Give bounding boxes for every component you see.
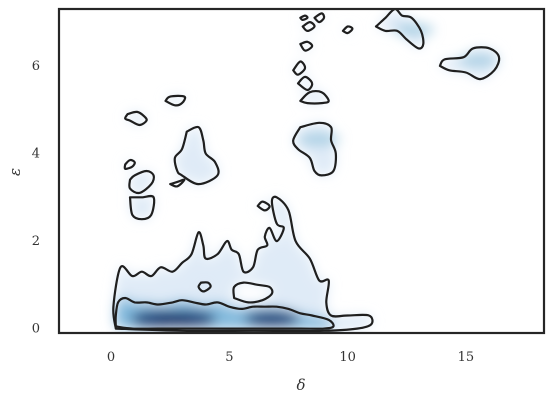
plot-frame [57, 7, 546, 335]
contour-line-15 [292, 60, 307, 76]
y-axis-label: ε [6, 168, 24, 176]
contour-line-20 [341, 25, 354, 35]
contour-line-0 [112, 195, 374, 333]
density-region-2 [233, 282, 273, 303]
density-peak-2 [244, 310, 300, 328]
contour-line-1 [114, 296, 335, 330]
x-axis-label: δ [296, 376, 305, 394]
density-peak-3 [298, 133, 341, 146]
contour-line-10 [128, 194, 156, 221]
y-tick-label: 6 [32, 59, 40, 74]
contour-line-6 [173, 125, 220, 186]
y-tick-label: 2 [32, 234, 40, 249]
x-tick-label: 5 [225, 350, 233, 365]
contour-line-12 [292, 121, 338, 177]
contour-line-14 [296, 75, 314, 92]
x-tick-label: 10 [339, 350, 356, 365]
contour-line-9 [169, 178, 186, 188]
contour-line-7 [123, 158, 136, 170]
density-peak-5 [457, 54, 498, 67]
contour-line-5 [164, 94, 187, 107]
contour-lines [112, 9, 501, 333]
y-tick-label: 0 [32, 322, 40, 337]
x-tick-label: 0 [107, 350, 115, 365]
contour-line-11 [256, 200, 271, 212]
contour-line-8 [128, 169, 155, 195]
x-tick-label: 15 [458, 350, 475, 365]
y-tick-label: 4 [32, 146, 40, 161]
contour-line-4 [124, 110, 148, 127]
density-fill [113, 9, 500, 331]
contour-line-16 [299, 40, 314, 52]
contour-line-18 [313, 12, 326, 24]
density-peak-1 [157, 310, 217, 328]
y-ticks: 0 2 4 6 [32, 59, 40, 337]
contour-line-22 [438, 46, 501, 81]
x-ticks: 0 5 10 15 [107, 350, 474, 365]
contour-line-17 [301, 21, 316, 32]
contour-line-2 [232, 281, 274, 304]
density-region-10 [130, 196, 155, 220]
contour-line-13 [299, 89, 330, 105]
contour-line-3 [197, 281, 212, 293]
contour-line-19 [299, 14, 309, 21]
density-peak-4 [393, 24, 435, 36]
density-region-6 [174, 126, 219, 185]
density-region-0 [113, 196, 373, 331]
